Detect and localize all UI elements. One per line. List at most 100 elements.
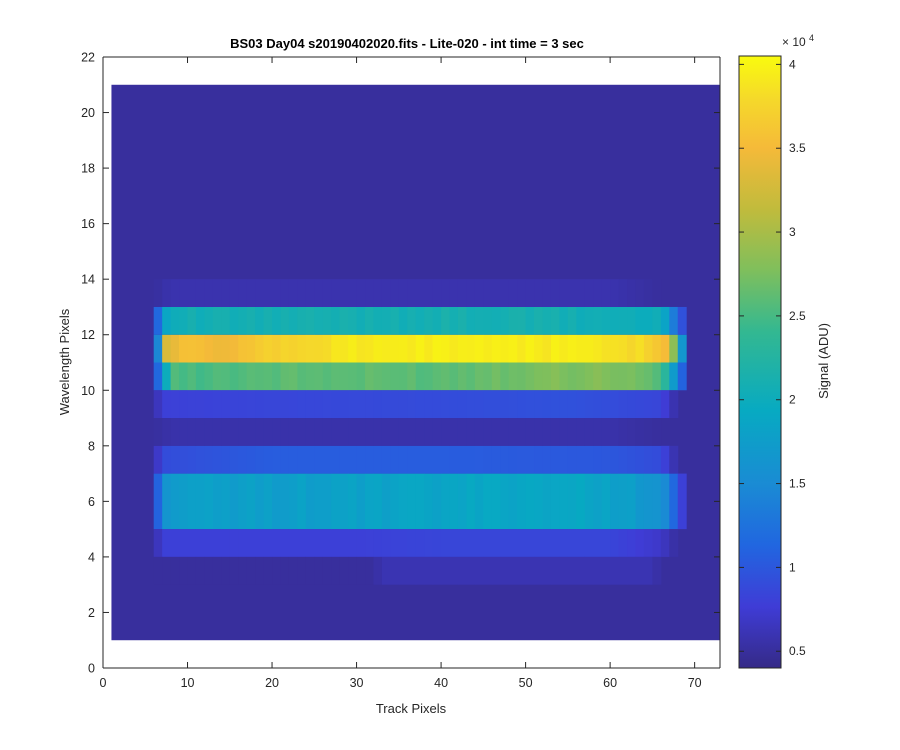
heatmap-cell (449, 556, 459, 585)
heatmap-cell (652, 529, 662, 557)
heatmap-cell (246, 473, 256, 530)
heatmap-cell (288, 306, 298, 335)
heatmap-cell (635, 418, 645, 446)
heatmap-cell (500, 306, 510, 335)
heatmap-cell (280, 529, 290, 557)
heatmap-cell (542, 445, 552, 474)
heatmap-cell (643, 390, 653, 419)
heatmap-cell (525, 556, 535, 585)
heatmap-cell (221, 473, 231, 530)
heatmap-cell (643, 306, 653, 335)
heatmap-cell (204, 473, 214, 530)
heatmap-cell (288, 556, 298, 585)
heatmap-cell (398, 306, 408, 335)
heatmap-cell (457, 556, 467, 585)
heatmap-cell (550, 529, 560, 557)
heatmap-cell (356, 529, 366, 557)
heatmap-cell (153, 556, 163, 585)
heatmap-cell (238, 556, 248, 585)
heatmap-cell (153, 418, 163, 446)
heatmap-cell (441, 445, 451, 474)
heatmap-cell (365, 445, 374, 474)
heatmap-cell (466, 556, 476, 585)
heatmap-cell (660, 362, 670, 391)
heatmap-cell (635, 362, 645, 391)
heatmap-cell (432, 473, 442, 530)
heatmap-cell (627, 556, 636, 585)
heatmap-cell (449, 473, 459, 530)
heatmap-cell (407, 362, 417, 391)
heatmap-cell (432, 279, 442, 307)
heatmap-cell (635, 334, 645, 363)
heatmap-cell (204, 418, 214, 446)
heatmap-cell (508, 529, 518, 557)
heatmap-cell (593, 529, 603, 557)
heatmap-cell (204, 362, 214, 391)
heatmap-cell (441, 334, 451, 363)
heatmap-cell (288, 418, 298, 446)
heatmap-cell (508, 279, 518, 307)
heatmap-cell (381, 279, 391, 307)
heatmap-cell (162, 306, 172, 335)
heatmap-cell (288, 334, 298, 363)
heatmap-cell (381, 529, 391, 557)
heatmap-cell (500, 529, 510, 557)
heatmap-cell (424, 279, 434, 307)
heatmap-cell (179, 473, 189, 530)
heatmap-cell (229, 418, 239, 446)
heatmap-cell (179, 334, 189, 363)
heatmap-cell (263, 390, 273, 419)
heatmap-cell (415, 390, 425, 419)
heatmap-cell (441, 390, 451, 419)
heatmap-cell (550, 445, 560, 474)
heatmap-cell (263, 445, 273, 474)
x-tick-label: 70 (688, 676, 702, 690)
heatmap-cell (424, 529, 434, 557)
heatmap-cell (179, 445, 189, 474)
heatmap-cell (238, 390, 248, 419)
heatmap-cell (263, 418, 273, 446)
heatmap-cell (449, 306, 459, 335)
heatmap-cell (365, 279, 374, 307)
heatmap-cell (432, 390, 442, 419)
heatmap-cell (652, 306, 662, 335)
heatmap-cell (322, 445, 332, 474)
heatmap-cell (255, 418, 265, 446)
heatmap-cell (398, 445, 408, 474)
heatmap-cell (677, 473, 687, 530)
heatmap-cell (238, 362, 248, 391)
heatmap-cell (415, 473, 425, 530)
heatmap-cell (483, 473, 493, 530)
heatmap-cell (195, 445, 205, 474)
heatmap-cell (365, 529, 374, 557)
heatmap-cell (567, 529, 577, 557)
y-tick-label: 12 (81, 328, 95, 342)
heatmap-cell (483, 334, 493, 363)
heatmap-cell (246, 334, 256, 363)
y-tick-label: 8 (88, 439, 95, 453)
heatmap-cell (466, 279, 476, 307)
x-tick-label: 40 (434, 676, 448, 690)
heatmap-cell (162, 556, 172, 585)
heatmap-cell (381, 362, 391, 391)
heatmap-cell (567, 334, 577, 363)
heatmap-cell (432, 445, 442, 474)
heatmap-cell (280, 390, 290, 419)
heatmap-cell (305, 473, 315, 530)
heatmap-cell (483, 362, 493, 391)
heatmap-cell (280, 473, 290, 530)
heatmap-cell (483, 306, 493, 335)
heatmap-cell (221, 529, 231, 557)
heatmap-cell (322, 473, 332, 530)
heatmap-cell (643, 334, 653, 363)
heatmap-cell (187, 529, 197, 557)
heatmap-cell (280, 362, 290, 391)
heatmap-cell (601, 334, 611, 363)
heatmap-cell (365, 390, 374, 419)
heatmap-cell (314, 473, 324, 530)
heatmap-cell (407, 556, 417, 585)
heatmap-cell (457, 473, 467, 530)
heatmap-cell (356, 334, 366, 363)
heatmap-cell (390, 445, 400, 474)
heatmap-cell (170, 473, 180, 530)
